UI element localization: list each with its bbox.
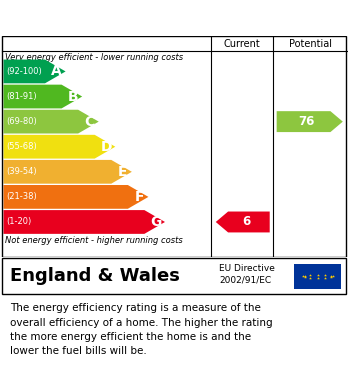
Text: (55-68): (55-68)	[6, 142, 37, 151]
Text: Potential: Potential	[289, 39, 332, 48]
Text: Very energy efficient - lower running costs: Very energy efficient - lower running co…	[5, 53, 183, 62]
Text: F: F	[134, 190, 144, 204]
Text: Energy Efficiency Rating: Energy Efficiency Rating	[10, 9, 239, 27]
Text: D: D	[100, 140, 112, 154]
Text: (81-91): (81-91)	[6, 92, 37, 101]
Text: (92-100): (92-100)	[6, 67, 42, 76]
Polygon shape	[3, 210, 165, 234]
Text: (21-38): (21-38)	[6, 192, 37, 201]
Polygon shape	[3, 160, 132, 184]
Text: (69-80): (69-80)	[6, 117, 37, 126]
Polygon shape	[3, 110, 99, 133]
Text: B: B	[68, 90, 78, 104]
Polygon shape	[277, 111, 343, 132]
Text: 6: 6	[242, 215, 250, 228]
Text: Not energy efficient - higher running costs: Not energy efficient - higher running co…	[5, 236, 183, 245]
Text: G: G	[150, 215, 161, 229]
Text: EU Directive
2002/91/EC: EU Directive 2002/91/EC	[219, 264, 275, 285]
Polygon shape	[3, 135, 115, 159]
Text: (39-54): (39-54)	[6, 167, 37, 176]
Text: E: E	[118, 165, 127, 179]
Polygon shape	[216, 212, 270, 232]
Polygon shape	[3, 185, 148, 209]
Text: 76: 76	[298, 115, 315, 128]
Text: The energy efficiency rating is a measure of the
overall efficiency of a home. T: The energy efficiency rating is a measur…	[10, 303, 273, 357]
Text: Current: Current	[223, 39, 260, 48]
Text: A: A	[51, 65, 62, 79]
Bar	[294, 264, 341, 289]
Polygon shape	[3, 84, 82, 108]
Text: England & Wales: England & Wales	[10, 267, 180, 285]
Polygon shape	[3, 59, 65, 83]
Text: (1-20): (1-20)	[6, 217, 32, 226]
Text: C: C	[84, 115, 95, 129]
